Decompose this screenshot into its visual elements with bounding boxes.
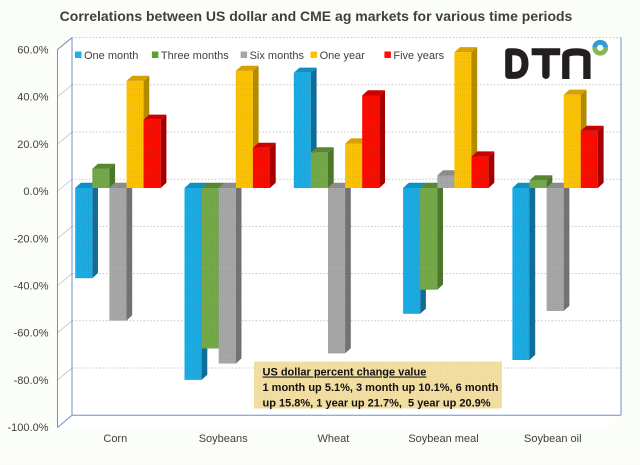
- svg-text:Soybeans: Soybeans: [199, 433, 248, 445]
- svg-text:One year: One year: [320, 50, 366, 62]
- svg-text:up 15.8%, 1 year up 21.7%, 5: up 15.8%, 1 year up 21.7%, 5 year up 20.…: [263, 398, 491, 410]
- svg-text:Six months: Six months: [250, 50, 305, 62]
- svg-text:Three months: Three months: [161, 50, 229, 62]
- svg-text:Soybean meal: Soybean meal: [408, 433, 478, 445]
- svg-text:20.0%: 20.0%: [17, 139, 48, 151]
- svg-text:US dollar percent change value: US dollar percent change value: [263, 367, 427, 379]
- svg-text:-80.0%: -80.0%: [14, 375, 49, 387]
- svg-text:-100.0%: -100.0%: [8, 422, 49, 434]
- svg-text:Corn: Corn: [103, 433, 127, 445]
- svg-text:-60.0%: -60.0%: [14, 328, 49, 340]
- svg-text:60.0%: 60.0%: [17, 45, 48, 57]
- svg-text:-20.0%: -20.0%: [14, 233, 49, 245]
- svg-text:One month: One month: [84, 50, 138, 62]
- svg-text:-40.0%: -40.0%: [14, 281, 49, 293]
- svg-text:Soybean oil: Soybean oil: [524, 433, 582, 445]
- svg-text:Five years: Five years: [393, 50, 444, 62]
- svg-text:1 month up 5.1%, 3 month up 10: 1 month up 5.1%, 3 month up 10.1%, 6 mon…: [263, 382, 499, 394]
- svg-text:0.0%: 0.0%: [23, 186, 48, 198]
- svg-text:40.0%: 40.0%: [17, 92, 48, 104]
- svg-text:Correlations between US dollar: Correlations between US dollar and CME a…: [60, 8, 573, 24]
- svg-text:Wheat: Wheat: [318, 433, 350, 445]
